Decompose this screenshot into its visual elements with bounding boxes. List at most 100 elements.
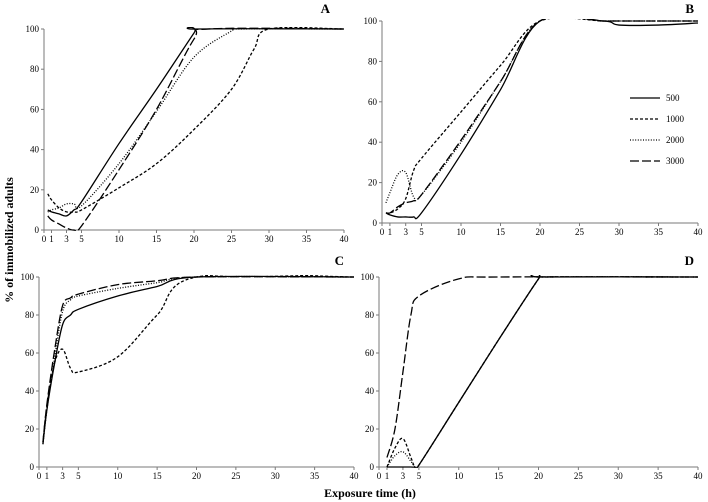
panel-a-y-tick-label: 60: [30, 104, 40, 114]
panel-c-series-2000: [42, 275, 355, 445]
panel-b-x-tick-label: 3: [403, 227, 408, 237]
panel-d-x-tick-label: 1: [385, 471, 390, 481]
panel-d-x-tick-label: 0: [377, 471, 382, 481]
panel-b-y-tick-label: 40: [368, 137, 378, 147]
panel-b-y-tick-label: 100: [364, 16, 378, 26]
panel-a-x-tick-label: 1: [49, 234, 54, 244]
panel-c-y-tick-label: 80: [25, 310, 35, 320]
panel-c-y-tick-label: 60: [25, 348, 35, 358]
panel-c-x-tick-label: 35: [310, 471, 320, 481]
panel-d-y-tick-label: 60: [365, 348, 375, 358]
panel-a-series-1000: [47, 27, 345, 213]
panel-b-x-tick-label: 30: [615, 227, 625, 237]
panel-c-x-tick-label: 40: [350, 471, 360, 481]
panel-a-series-3000: [47, 27, 345, 231]
panel-c-label: C: [335, 253, 344, 268]
panel-d-x-tick-label: 30: [614, 471, 624, 481]
panel-d-series-500: [386, 275, 699, 468]
panel-a-x-tick-label: 3: [64, 234, 69, 244]
panel-d-y-tick-label: 40: [365, 386, 375, 396]
panel-d-x-tick-label: 35: [654, 471, 664, 481]
panel-a-x-tick-label: 20: [190, 234, 200, 244]
panel-a-x-tick-label: 25: [227, 234, 237, 244]
panel-a-x-tick-label: 15: [152, 234, 162, 244]
panel-d-x-tick-label: 5: [417, 471, 422, 481]
panel-d-y-tick-label: 20: [365, 424, 375, 434]
panel-a-y-tick-label: 40: [30, 145, 40, 155]
panel-d-x-tick-label: 25: [574, 471, 584, 481]
panel-c-y-tick-label: 0: [30, 462, 35, 472]
panel-b-y-tick-label: 20: [368, 178, 378, 188]
panel-c-y-tick-label: 20: [25, 424, 35, 434]
panel-c-x-tick-label: 25: [231, 471, 241, 481]
panel-b-y-tick-label: 80: [368, 56, 378, 66]
panel-d-x-tick-label: 20: [534, 471, 544, 481]
panel-b-label: B: [685, 1, 694, 16]
panel-b-x-tick-label: 1: [388, 227, 393, 237]
panel-a-y-tick-label: 80: [30, 64, 40, 74]
panel-b-series-3000: [385, 19, 698, 214]
panel-b-x-tick-label: 40: [694, 227, 704, 237]
panel-d-y-tick-label: 0: [370, 462, 375, 472]
legend-label-500: 500: [666, 93, 680, 103]
panel-b-y-tick-label: 60: [368, 97, 378, 107]
panel-a-x-tick-label: 40: [340, 234, 350, 244]
panel-b-x-tick-label: 25: [575, 227, 585, 237]
legend-label-2000: 2000: [666, 135, 685, 145]
panel-a-x-tick-label: 30: [265, 234, 275, 244]
panel-b-x-tick-label: 5: [419, 227, 424, 237]
panel-c-x-tick-label: 15: [153, 471, 163, 481]
legend-label-3000: 3000: [666, 156, 685, 166]
panel-c-x-tick-label: 5: [76, 471, 81, 481]
panel-b-series-500: [385, 19, 699, 220]
panel-c-x-tick-label: 3: [60, 471, 65, 481]
panel-a-label: A: [321, 1, 331, 16]
panel-d-y-tick-label: 100: [361, 272, 375, 282]
y-axis-title: % of immobilized adults: [2, 177, 16, 303]
panel-c-series-500: [42, 275, 355, 445]
panel-b-y-tick-label: 0: [373, 218, 378, 228]
panel-b-series-1000: [385, 19, 698, 214]
panel-d-x-tick-label: 15: [494, 471, 504, 481]
panel-d-series-3000: [386, 276, 699, 458]
panel-c-y-tick-label: 100: [21, 272, 35, 282]
panel-b-x-tick-label: 15: [496, 227, 506, 237]
panel-b-series-2000: [385, 19, 698, 204]
panel-c-x-tick-label: 0: [37, 471, 42, 481]
legend-label-1000: 1000: [666, 114, 685, 124]
panel-d-x-tick-label: 3: [401, 471, 406, 481]
panel-b-x-tick-label: 0: [380, 227, 385, 237]
panel-c-y-tick-label: 40: [25, 386, 35, 396]
panel-a-y-tick-label: 20: [30, 185, 40, 195]
panel-c-x-tick-label: 30: [271, 471, 281, 481]
panel-d-series-1000: [386, 275, 699, 468]
panel-c-x-tick-label: 1: [45, 471, 50, 481]
legend: 500 1000 2000 3000: [630, 93, 685, 166]
panel-b-x-tick-label: 20: [536, 227, 546, 237]
panel-a-y-tick-label: 0: [35, 225, 40, 235]
panel-d-y-tick-label: 80: [365, 310, 375, 320]
panel-a-y-tick-label: 100: [26, 24, 40, 34]
panel-b-x-tick-label: 35: [654, 227, 664, 237]
panel-c-series-1000: [42, 275, 355, 443]
x-axis-title: Exposure time (h): [324, 486, 416, 500]
panel-d-label: D: [685, 253, 694, 268]
panel-b-x-tick-label: 10: [457, 227, 467, 237]
panel-d-series-2000: [386, 275, 699, 468]
panel-a-x-tick-label: 35: [302, 234, 312, 244]
panel-d-x-tick-label: 40: [694, 471, 704, 481]
panel-d-x-tick-label: 10: [454, 471, 464, 481]
panel-c-x-tick-label: 20: [192, 471, 202, 481]
panel-a-x-tick-label: 5: [79, 234, 84, 244]
panel-c-series-3000: [42, 276, 355, 443]
panel-c-x-tick-label: 10: [113, 471, 123, 481]
panel-a-x-tick-label: 10: [115, 234, 125, 244]
panel-a-x-tick-label: 0: [42, 234, 47, 244]
panel-a-series-500: [47, 27, 345, 217]
